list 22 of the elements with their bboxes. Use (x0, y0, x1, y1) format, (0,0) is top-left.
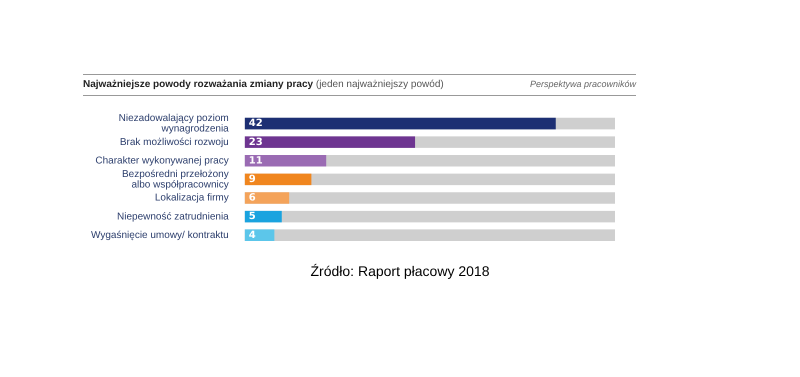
y-tick-label: Wygaśnięcie umowy/ kontraktu (90, 230, 229, 241)
y-tick-label: Brak możliwości rozwoju (120, 136, 229, 148)
text: Perspektywa pracowników (530, 79, 636, 89)
bar (244, 210, 282, 222)
data-label: 42 (248, 118, 263, 130)
y-tick-label: Charakter wykonywanej pracy (95, 156, 229, 167)
text: Źródło: Raport płacowy 2018 (310, 263, 490, 279)
data-label: 23 (248, 136, 263, 148)
y-tick-label: Lokalizacja firmy (154, 192, 229, 204)
data-label: 9 (248, 174, 256, 185)
y-tick-label: Niepewność zatrudnienia (117, 211, 230, 222)
y-tick-label: Bezpośredni przełożony albo współpracownicy (122, 168, 229, 190)
bar (244, 192, 290, 204)
chart-subtitle: (jeden najważniejszy powód) (316, 79, 444, 90)
chart-title: Najważniejsze powody rozważania zmiany pracy (83, 79, 314, 90)
data-label: 11 (248, 155, 263, 166)
bar (244, 155, 326, 167)
data-label: 4 (248, 230, 256, 241)
data-label: 6 (248, 192, 256, 204)
y-tick-label: Niezadowalający poziom wynagrodzenia (118, 113, 230, 135)
data-label: 5 (248, 211, 256, 222)
bar (244, 174, 312, 186)
